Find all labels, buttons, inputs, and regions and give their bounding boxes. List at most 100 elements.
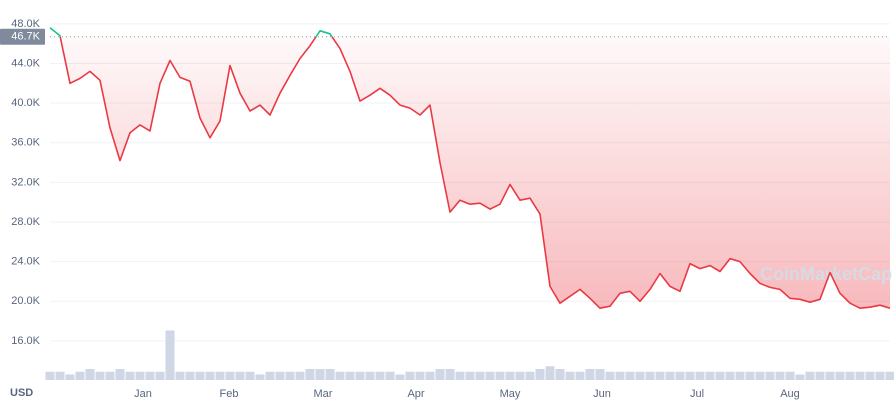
volume-bar <box>595 369 605 380</box>
y-tick-label: 44.0K <box>11 57 40 69</box>
volume-bar <box>775 371 785 380</box>
x-tick-label: Apr <box>407 388 424 400</box>
volume-bar <box>625 371 635 380</box>
volume-bar <box>255 374 265 380</box>
volume-bar <box>635 371 645 380</box>
volume-bar <box>135 371 145 380</box>
volume-bar <box>85 369 95 380</box>
volume-bar <box>585 369 595 380</box>
currency-label: USD <box>10 387 33 399</box>
volume-bar <box>795 374 805 380</box>
volume-bar <box>845 371 855 380</box>
volume-bar <box>215 371 225 380</box>
volume-bar <box>505 371 515 380</box>
volume-bar <box>425 371 435 380</box>
volume-bar <box>155 371 165 380</box>
volume-bar <box>805 371 815 380</box>
volume-bar <box>305 369 315 380</box>
volume-bar <box>45 371 55 380</box>
x-tick-label: Jan <box>134 388 152 400</box>
y-tick-label: 32.0K <box>11 176 40 188</box>
volume-bar <box>495 371 505 380</box>
y-tick-label: 40.0K <box>11 97 40 109</box>
reference-badge <box>0 28 45 45</box>
volume-bar <box>565 371 575 380</box>
volume-bar <box>395 374 405 380</box>
volume-bar <box>335 371 345 380</box>
volume-bar <box>735 371 745 380</box>
volume-bar <box>175 371 185 380</box>
y-tick-label: 20.0K <box>11 295 40 307</box>
volume-bar <box>415 371 425 380</box>
volume-bar <box>65 374 75 380</box>
volume-bar <box>205 371 215 380</box>
volume-bar <box>485 371 495 380</box>
volume-bar <box>555 369 565 380</box>
x-tick-label: May <box>500 388 521 400</box>
volume-bar <box>685 371 695 380</box>
volume-bar <box>75 371 85 380</box>
volume-bar <box>815 371 825 380</box>
volume-bar <box>475 371 485 380</box>
y-tick-label: 16.0K <box>11 335 40 347</box>
volume-bar <box>225 371 235 380</box>
volume-bar <box>575 371 585 380</box>
volume-bar <box>55 371 65 380</box>
price-area <box>60 36 890 309</box>
x-tick-label: Feb <box>220 388 239 400</box>
volume-bar <box>275 371 285 380</box>
y-tick-label: 36.0K <box>11 137 40 149</box>
volume-bar <box>835 371 845 380</box>
volume-bar <box>235 371 245 380</box>
volume-bar <box>785 371 795 380</box>
volume-bar <box>405 371 415 380</box>
y-tick-label: 24.0K <box>11 256 40 268</box>
volume-bar <box>765 371 775 380</box>
volume-bar <box>125 371 135 380</box>
volume-bar <box>755 371 765 380</box>
volume-bar <box>665 371 675 380</box>
y-tick-label: 28.0K <box>11 216 40 228</box>
volume-bar <box>645 371 655 380</box>
price-line <box>59 36 891 309</box>
y-tick-label: 48.0K <box>11 18 40 30</box>
volume-bar <box>365 371 375 380</box>
volume-bar <box>535 369 545 380</box>
volume-bar <box>725 371 735 380</box>
volume-bar <box>145 371 155 380</box>
volume-bar <box>745 371 755 380</box>
volume-bar <box>195 371 205 380</box>
volume-bar <box>455 371 465 380</box>
volume-bar <box>295 371 305 380</box>
volume-bar <box>435 369 445 380</box>
volume-bar <box>605 371 615 380</box>
volume-bar <box>855 371 865 380</box>
volume-bar <box>245 371 255 380</box>
volume-bar <box>325 369 335 380</box>
volume-bar <box>385 371 395 380</box>
volume-bar <box>185 371 195 380</box>
volume-bar <box>465 371 475 380</box>
reference-label: 46.7K <box>11 31 40 43</box>
volume-bar <box>315 369 325 380</box>
x-tick-label: Jun <box>593 388 611 400</box>
volume-bar <box>675 371 685 380</box>
volume-bar <box>875 371 885 380</box>
volume-bar <box>825 371 835 380</box>
volume-bar <box>515 371 525 380</box>
volume-bar <box>715 371 725 380</box>
volume-bar <box>655 371 665 380</box>
volume-bar <box>615 371 625 380</box>
volume-bar <box>525 371 535 380</box>
volume-bar <box>545 366 555 380</box>
volume-bar <box>445 369 455 380</box>
volume-bar <box>695 371 705 380</box>
volume-bar <box>375 371 385 380</box>
volume-bar <box>885 371 894 380</box>
volume-bar <box>345 371 355 380</box>
x-tick-label: Mar <box>314 388 333 400</box>
volume-bar <box>865 371 875 380</box>
volume-bar <box>95 371 105 380</box>
volume-bar <box>705 371 715 380</box>
